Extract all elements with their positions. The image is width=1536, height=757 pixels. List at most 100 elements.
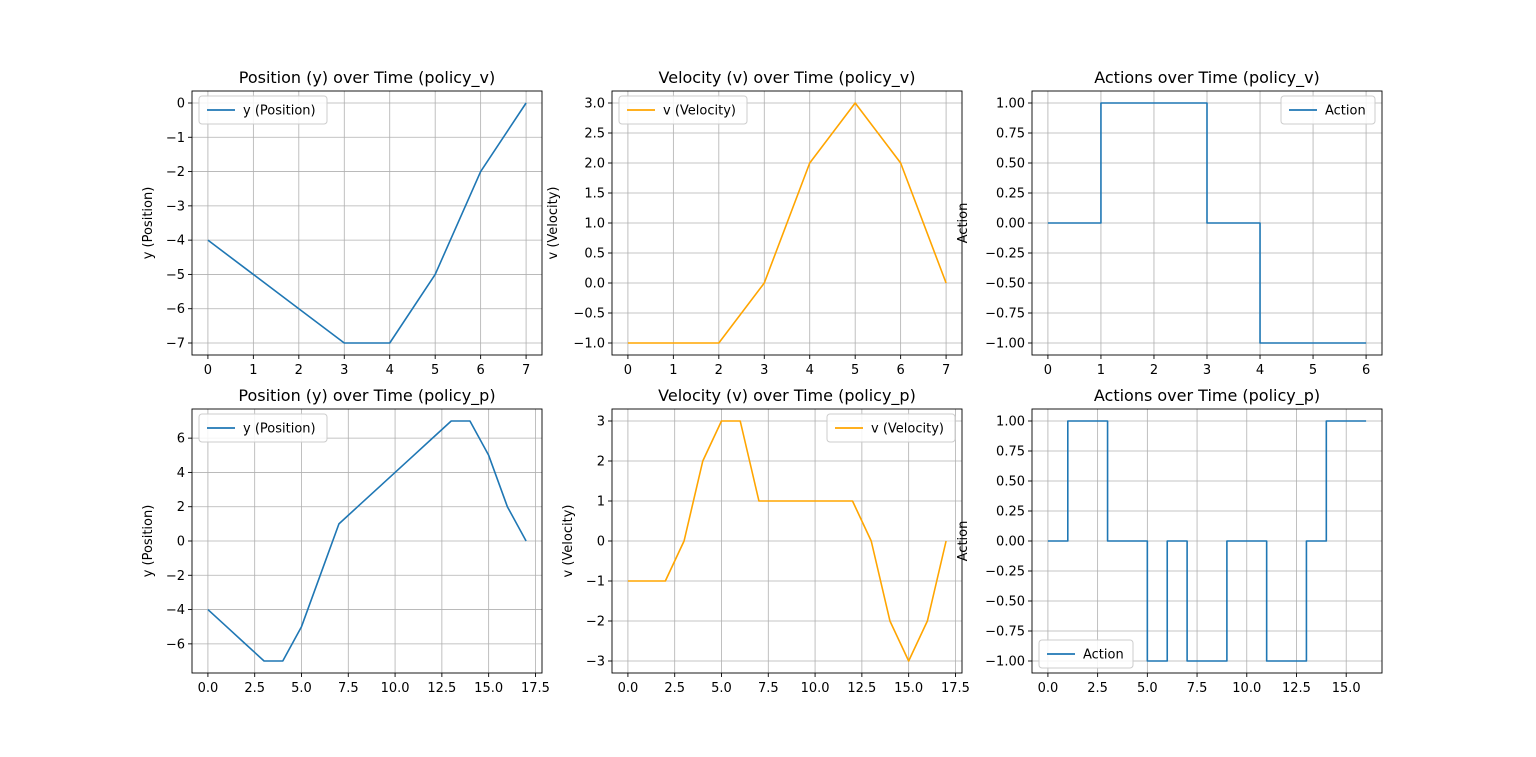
legend-label: v (Velocity)	[663, 104, 736, 119]
x-tick-label: 2	[1150, 363, 1158, 378]
x-tick-label: 15.0	[894, 681, 923, 696]
y-tick-label: 2	[597, 455, 605, 470]
y-axis-label: v (Velocity)	[561, 505, 576, 578]
y-tick-label: 3	[597, 415, 605, 430]
y-tick-label: 0	[177, 97, 185, 112]
y-axis-label: Action	[956, 203, 971, 244]
x-tick-label: 4	[386, 363, 394, 378]
x-tick-label: 15.0	[1332, 681, 1361, 696]
y-tick-label: 0	[597, 535, 605, 550]
series-line	[1047, 102, 1367, 344]
x-tick-label: 2.5	[1087, 681, 1108, 696]
y-tick-label: −0.50	[985, 277, 1025, 292]
x-tick-label: 17.5	[521, 681, 550, 696]
y-tick-label: 0.50	[996, 157, 1025, 172]
y-tick-label: −3	[166, 199, 185, 214]
y-tick-label: 0.25	[996, 187, 1025, 202]
series-line	[627, 102, 947, 344]
x-tick-label: 0	[624, 363, 632, 378]
x-tick-label: 2	[295, 363, 303, 378]
y-tick-label: −0.25	[985, 247, 1025, 262]
y-tick-label: 0.75	[996, 445, 1025, 460]
x-tick-label: 7	[522, 363, 530, 378]
chart-title: Actions over Time (policy_v)	[1094, 68, 1320, 88]
x-tick-label: 1	[669, 363, 677, 378]
y-tick-label: 2.5	[584, 127, 605, 142]
x-tick-label: 12.5	[847, 681, 876, 696]
y-tick-label: −1.00	[985, 337, 1025, 352]
y-tick-label: −6	[166, 637, 185, 652]
legend: Action	[1038, 639, 1134, 669]
subplot-2: 0 1 2 3 4 5 6 7 −1.0 −0.5 0.0 0.5 1.0 1.5 2.0 2.5 3.0 Vel…	[546, 68, 963, 378]
chart-title: Position (y) over Time (policy_p)	[238, 386, 495, 406]
legend: y (Position)	[198, 95, 328, 125]
chart-title: Velocity (v) over Time (policy_v)	[659, 68, 916, 88]
y-tick-label: 4	[177, 466, 185, 481]
x-tick-label: 10.0	[801, 681, 830, 696]
y-tick-label: 1.0	[584, 217, 605, 232]
y-tick-label: 2.0	[584, 157, 605, 172]
y-tick-label: 1	[597, 495, 605, 510]
x-tick-label: 0.0	[1038, 681, 1059, 696]
y-tick-label: 0	[177, 535, 185, 550]
legend-label: y (Position)	[243, 422, 316, 437]
x-tick-label: 3	[760, 363, 768, 378]
y-tick-label: −2	[166, 569, 185, 584]
x-tick-label: 5	[1309, 363, 1317, 378]
x-tick-label: 0.0	[198, 681, 219, 696]
y-tick-label: 1.00	[996, 415, 1025, 430]
x-tick-label: 6	[1362, 363, 1370, 378]
series-line	[207, 102, 527, 344]
y-tick-label: −5	[166, 268, 185, 283]
x-tick-label: 0.0	[618, 681, 639, 696]
y-tick-label: 0.0	[584, 277, 605, 292]
x-tick-label: 4	[1256, 363, 1264, 378]
subplot-3: 0 1 2 3 4 5 6 −1.00 −0.75 −0.50 −0.25 0.00 0.25 0.50 0…	[956, 68, 1383, 378]
x-tick-label: 1	[249, 363, 257, 378]
x-tick-label: 7.5	[338, 681, 359, 696]
subplot-6: 0.0 2.5 5.0 7.5 10.0 12.5 15.0 −1.00 −0.75 −0.50 −…	[956, 386, 1383, 696]
x-tick-label: 0	[204, 363, 212, 378]
y-tick-label: 0.75	[996, 127, 1025, 142]
legend-label: Action	[1083, 648, 1124, 663]
x-tick-label: 10.0	[381, 681, 410, 696]
legend-label: v (Velocity)	[871, 422, 944, 437]
y-tick-label: −2	[586, 615, 605, 630]
y-tick-label: 0.5	[584, 247, 605, 262]
x-tick-label: 7.5	[758, 681, 779, 696]
y-tick-label: −0.75	[985, 625, 1025, 640]
chart-title: Velocity (v) over Time (policy_p)	[658, 386, 916, 406]
y-tick-label: −2	[166, 165, 185, 180]
y-tick-label: −6	[166, 302, 185, 317]
y-tick-label: 3.0	[584, 97, 605, 112]
chart-title: Position (y) over Time (policy_v)	[239, 68, 495, 88]
x-tick-label: 7.5	[1187, 681, 1208, 696]
y-tick-label: −4	[166, 234, 185, 249]
x-tick-label: 4	[806, 363, 814, 378]
y-tick-label: −4	[166, 603, 185, 618]
legend: v (Velocity)	[618, 95, 748, 125]
legend-box	[1280, 95, 1376, 125]
y-axis-label: y (Position)	[141, 505, 156, 578]
y-tick-label: 1.00	[996, 97, 1025, 112]
x-tick-label: 15.0	[474, 681, 503, 696]
y-tick-label: −0.5	[573, 307, 605, 322]
y-tick-label: 0.25	[996, 505, 1025, 520]
x-tick-label: 12.5	[427, 681, 456, 696]
x-tick-label: 12.5	[1282, 681, 1311, 696]
y-tick-label: −1	[166, 131, 185, 146]
y-axis-label: v (Velocity)	[546, 187, 561, 260]
legend: Action	[1280, 95, 1376, 125]
legend-box	[198, 413, 328, 443]
y-tick-label: 0.50	[996, 475, 1025, 490]
y-axis-label: Action	[956, 521, 971, 562]
x-tick-label: 5.0	[711, 681, 732, 696]
x-tick-label: 6	[896, 363, 904, 378]
legend-label: Action	[1325, 104, 1366, 119]
y-tick-label: −3	[586, 655, 605, 670]
y-tick-label: −0.50	[985, 595, 1025, 610]
x-tick-label: 7	[942, 363, 950, 378]
y-tick-label: −0.25	[985, 565, 1025, 580]
legend-box	[826, 413, 956, 443]
